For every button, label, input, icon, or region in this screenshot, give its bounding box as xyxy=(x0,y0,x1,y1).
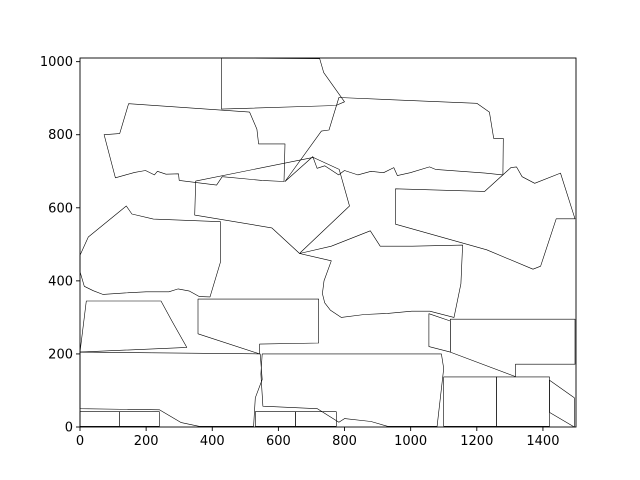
poly-right-slab xyxy=(449,318,576,377)
y-tick-label: 1000 xyxy=(40,55,73,70)
x-tick-label: 1200 xyxy=(460,434,493,449)
poly-small-3 xyxy=(255,411,296,427)
y-tick-label: 400 xyxy=(48,274,73,289)
axes-frame xyxy=(79,57,577,428)
y-tick-label: 200 xyxy=(48,347,73,362)
poly-middle-right xyxy=(395,166,576,270)
plot-area xyxy=(79,57,576,428)
poly-small-4 xyxy=(295,411,337,427)
y-tick-label: 0 xyxy=(65,421,73,436)
poly-left-blob xyxy=(79,205,221,298)
poly-bottom-right-rect xyxy=(496,376,550,427)
y-tick-label: 800 xyxy=(48,128,73,143)
poly-bottom-far-right xyxy=(549,379,575,428)
poly-upper-right xyxy=(284,97,504,182)
y-tick-label: 600 xyxy=(48,201,73,216)
poly-small-1 xyxy=(79,411,120,427)
poly-center-rect xyxy=(197,298,320,355)
x-tick-label: 600 xyxy=(266,434,291,449)
x-tick-label: 800 xyxy=(332,434,357,449)
x-tick-label: 1000 xyxy=(394,434,427,449)
x-tick-label: 0 xyxy=(76,434,84,449)
x-tick-label: 400 xyxy=(200,434,225,449)
poly-bottom-center xyxy=(260,353,445,427)
y-axis: 0 200 400 600 800 1000 xyxy=(40,55,80,436)
poly-middle-center xyxy=(194,157,350,254)
poly-center-right-slab xyxy=(428,313,451,353)
poly-center-blob xyxy=(299,230,463,318)
poly-bottom-mid-rect xyxy=(443,376,497,427)
x-tick-label: 200 xyxy=(134,434,159,449)
poly-upper-left xyxy=(103,103,286,186)
poly-top-center xyxy=(221,57,345,110)
poly-bottom-left xyxy=(79,351,263,427)
poly-small-2 xyxy=(119,411,160,427)
x-tick-label: 1400 xyxy=(526,434,559,449)
poly-left-small xyxy=(79,300,188,353)
x-axis: 0 200 400 600 800 1000 1200 1400 xyxy=(76,427,559,449)
